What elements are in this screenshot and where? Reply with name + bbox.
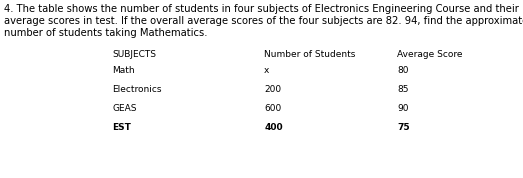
Text: 75: 75 <box>397 123 410 132</box>
Text: 400: 400 <box>264 123 283 132</box>
Text: number of students taking Mathematics.: number of students taking Mathematics. <box>4 28 208 38</box>
Text: Math: Math <box>112 66 135 75</box>
Text: 85: 85 <box>397 85 409 94</box>
Text: 80: 80 <box>397 66 409 75</box>
Text: 4. The table shows the number of students in four subjects of Electronics Engine: 4. The table shows the number of student… <box>4 4 519 14</box>
Text: 600: 600 <box>264 104 281 113</box>
Text: SUBJECTS: SUBJECTS <box>112 50 156 59</box>
Text: GEAS: GEAS <box>112 104 137 113</box>
Text: x: x <box>264 66 269 75</box>
Text: Number of Students: Number of Students <box>264 50 356 59</box>
Text: average scores in test. If the overall average scores of the four subjects are 8: average scores in test. If the overall a… <box>4 16 523 26</box>
Text: Electronics: Electronics <box>112 85 162 94</box>
Text: 200: 200 <box>264 85 281 94</box>
Text: EST: EST <box>112 123 131 132</box>
Text: Average Score: Average Score <box>397 50 463 59</box>
Text: 90: 90 <box>397 104 409 113</box>
